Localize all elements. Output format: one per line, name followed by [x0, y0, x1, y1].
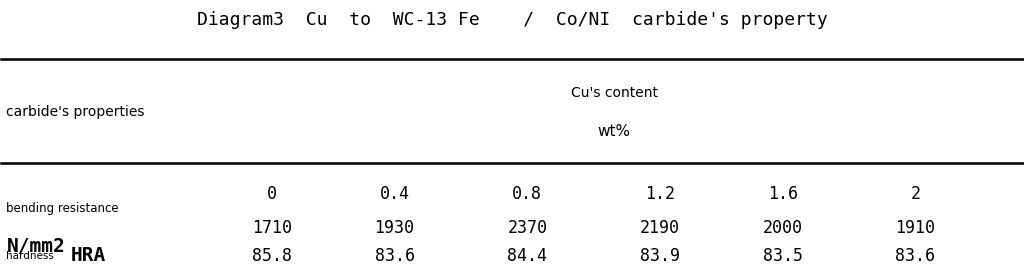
- Text: carbide's properties: carbide's properties: [6, 105, 145, 119]
- Text: Diagram3  Cu  to  WC-13 Fe    /  Co/NI  carbide's property: Diagram3 Cu to WC-13 Fe / Co/NI carbide'…: [197, 11, 827, 29]
- Text: hardness: hardness: [6, 251, 54, 261]
- Text: 1.2: 1.2: [645, 185, 675, 203]
- Text: wt%: wt%: [598, 124, 631, 139]
- Text: 2190: 2190: [640, 219, 680, 237]
- Text: 2: 2: [910, 185, 921, 203]
- Text: 83.9: 83.9: [640, 247, 680, 265]
- Text: 1710: 1710: [252, 219, 292, 237]
- Text: 2000: 2000: [763, 219, 803, 237]
- Text: 0.4: 0.4: [380, 185, 410, 203]
- Text: 83.5: 83.5: [763, 247, 803, 265]
- Text: 1930: 1930: [375, 219, 415, 237]
- Text: 83.6: 83.6: [895, 247, 935, 265]
- Text: 0.8: 0.8: [512, 185, 543, 203]
- Text: 2370: 2370: [507, 219, 547, 237]
- Text: 83.6: 83.6: [375, 247, 415, 265]
- Text: Cu's content: Cu's content: [570, 86, 657, 100]
- Text: N/mm2: N/mm2: [6, 237, 66, 256]
- Text: 84.4: 84.4: [507, 247, 547, 265]
- Text: 0: 0: [267, 185, 278, 203]
- Text: 1.6: 1.6: [768, 185, 798, 203]
- Text: 1910: 1910: [895, 219, 935, 237]
- Text: HRA: HRA: [71, 246, 106, 265]
- Text: 85.8: 85.8: [252, 247, 292, 265]
- Text: bending resistance: bending resistance: [6, 202, 119, 215]
